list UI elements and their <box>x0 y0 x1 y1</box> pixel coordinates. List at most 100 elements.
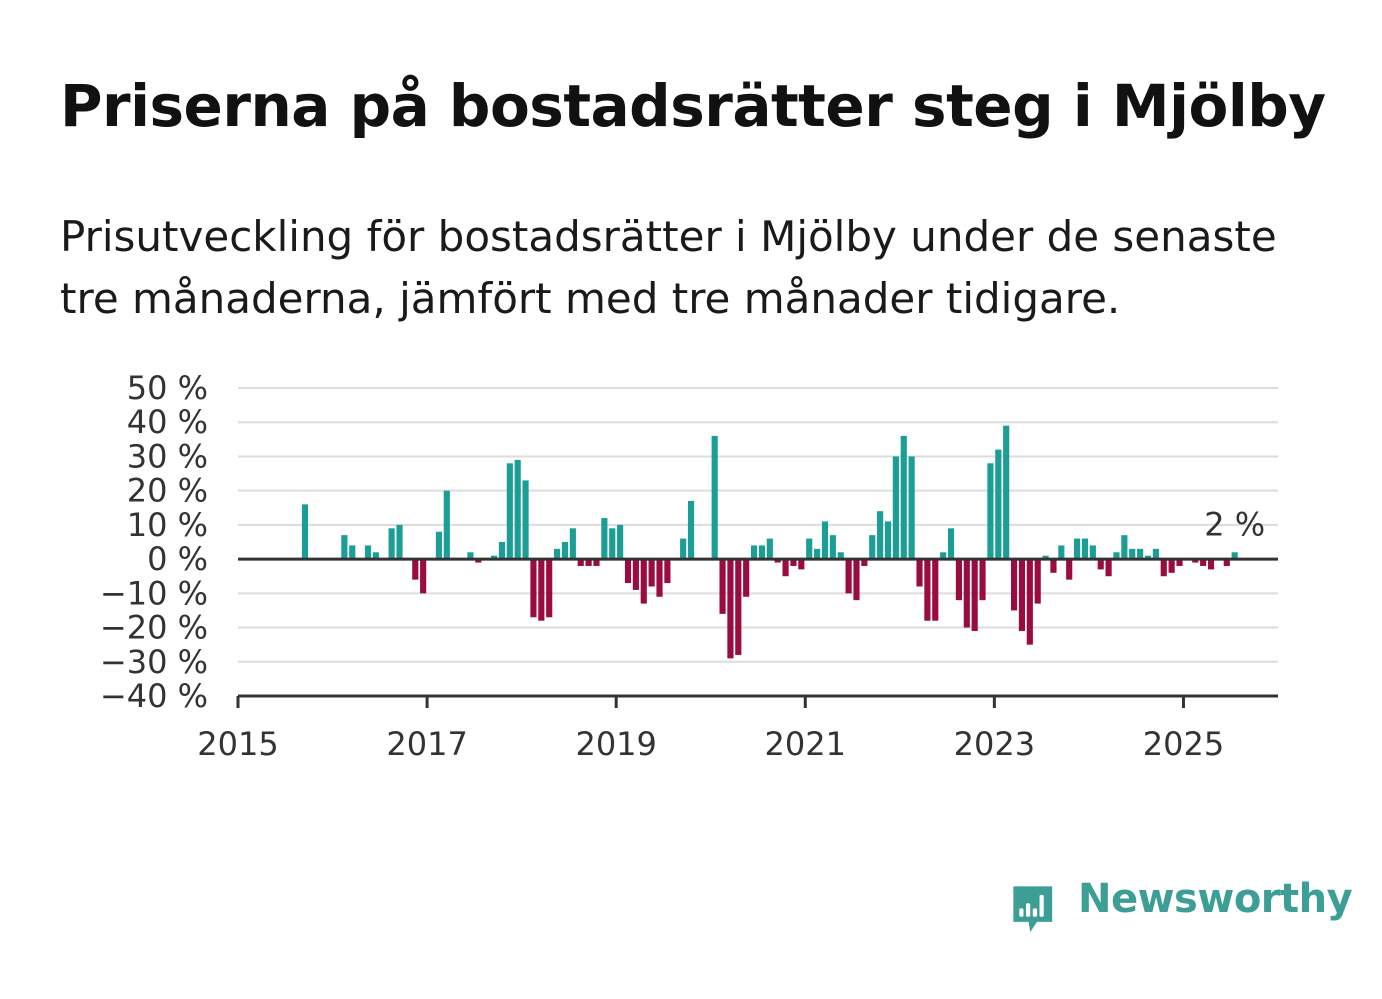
bar <box>924 559 931 621</box>
x-tick-label: 2019 <box>575 725 656 763</box>
bar <box>916 559 923 587</box>
y-tick-label: 10 % <box>127 506 208 544</box>
brand-name: Newsworthy <box>1078 876 1353 922</box>
bar <box>632 559 639 590</box>
y-tick-label: 0 % <box>147 540 208 578</box>
bar <box>1074 538 1081 560</box>
bars <box>301 425 1238 659</box>
bar <box>837 552 844 560</box>
bar <box>1129 548 1136 560</box>
bar <box>1097 559 1104 570</box>
bar <box>743 559 750 597</box>
bar <box>349 545 356 560</box>
chart-subtitle: Prisutveckling för bostadsrätter i Mjölb… <box>60 212 1277 323</box>
bar <box>475 559 482 563</box>
bar <box>506 463 513 560</box>
bar <box>750 545 758 560</box>
x-tick-label: 2017 <box>386 725 467 763</box>
bar <box>1003 425 1010 560</box>
bar <box>514 459 521 560</box>
bar <box>1034 559 1041 604</box>
bar <box>869 535 876 560</box>
bar <box>1176 559 1183 566</box>
bar <box>727 559 734 659</box>
x-tick-label: 2023 <box>954 725 1035 763</box>
bar <box>908 456 915 560</box>
y-tick-label: 20 % <box>127 472 208 510</box>
bar <box>955 559 962 601</box>
bar <box>1144 555 1152 560</box>
y-tick-label: −40 % <box>100 677 208 715</box>
x-tick-label: 2021 <box>765 725 846 763</box>
latest-value-annotation: 2 % <box>1204 505 1265 543</box>
bar <box>420 559 427 594</box>
bar <box>601 518 608 560</box>
bar <box>711 435 718 560</box>
bar <box>609 528 616 560</box>
bar <box>861 559 868 566</box>
bar <box>1058 545 1065 560</box>
bar <box>656 559 663 597</box>
bar <box>971 559 978 631</box>
bar <box>1231 552 1238 560</box>
bar <box>963 559 970 628</box>
bar <box>900 435 907 560</box>
bar <box>774 559 781 563</box>
bar <box>538 559 545 621</box>
bar <box>498 542 506 560</box>
bar <box>845 559 852 594</box>
bar-chart: 50 %40 %30 %20 %10 %0 %−10 %−20 %−30 %−4… <box>100 369 1278 763</box>
bar <box>821 521 829 560</box>
bar <box>664 559 671 584</box>
bar <box>1207 559 1215 570</box>
bar <box>372 552 379 560</box>
y-tick-label: 40 % <box>127 403 208 441</box>
axes <box>236 557 1278 708</box>
bar <box>617 524 624 560</box>
bar <box>530 559 537 618</box>
bar <box>1152 548 1159 560</box>
bar <box>892 456 899 560</box>
bar <box>301 504 309 560</box>
bar <box>719 559 726 614</box>
bar <box>490 555 498 560</box>
bar <box>1137 548 1144 560</box>
bar <box>1192 559 1199 563</box>
bar <box>546 559 553 618</box>
bar <box>995 449 1002 560</box>
bar <box>853 559 860 601</box>
bar <box>443 490 450 560</box>
bar <box>648 559 655 587</box>
y-tick-label: 30 % <box>127 437 208 475</box>
gridlines <box>238 387 1278 663</box>
bar-chart-speech-bubble-icon <box>1013 886 1053 932</box>
bar <box>1105 559 1112 577</box>
bar <box>1010 559 1018 611</box>
y-tick-label: −30 % <box>100 643 208 681</box>
bar <box>1223 559 1230 566</box>
bar <box>341 535 348 560</box>
bar <box>766 538 773 560</box>
bar <box>1168 559 1175 573</box>
bar <box>593 559 600 566</box>
bar <box>932 559 939 621</box>
bar <box>364 545 372 560</box>
y-tick-label: 50 % <box>127 369 208 407</box>
bar <box>1200 559 1207 566</box>
bar <box>806 538 813 560</box>
chart-title: Priserna på bostadsrätter steg i Mjölby <box>60 72 1326 140</box>
bar <box>1050 559 1057 573</box>
bar <box>758 545 766 560</box>
bar <box>947 528 955 560</box>
bar <box>877 511 884 560</box>
bar <box>624 559 632 584</box>
bar <box>640 559 647 604</box>
bar <box>522 480 529 560</box>
bar <box>1160 559 1167 577</box>
bar <box>979 559 986 601</box>
bar <box>798 559 805 570</box>
bar <box>1089 545 1096 560</box>
bar <box>1081 538 1089 560</box>
bar <box>814 548 821 560</box>
bar <box>435 531 442 560</box>
